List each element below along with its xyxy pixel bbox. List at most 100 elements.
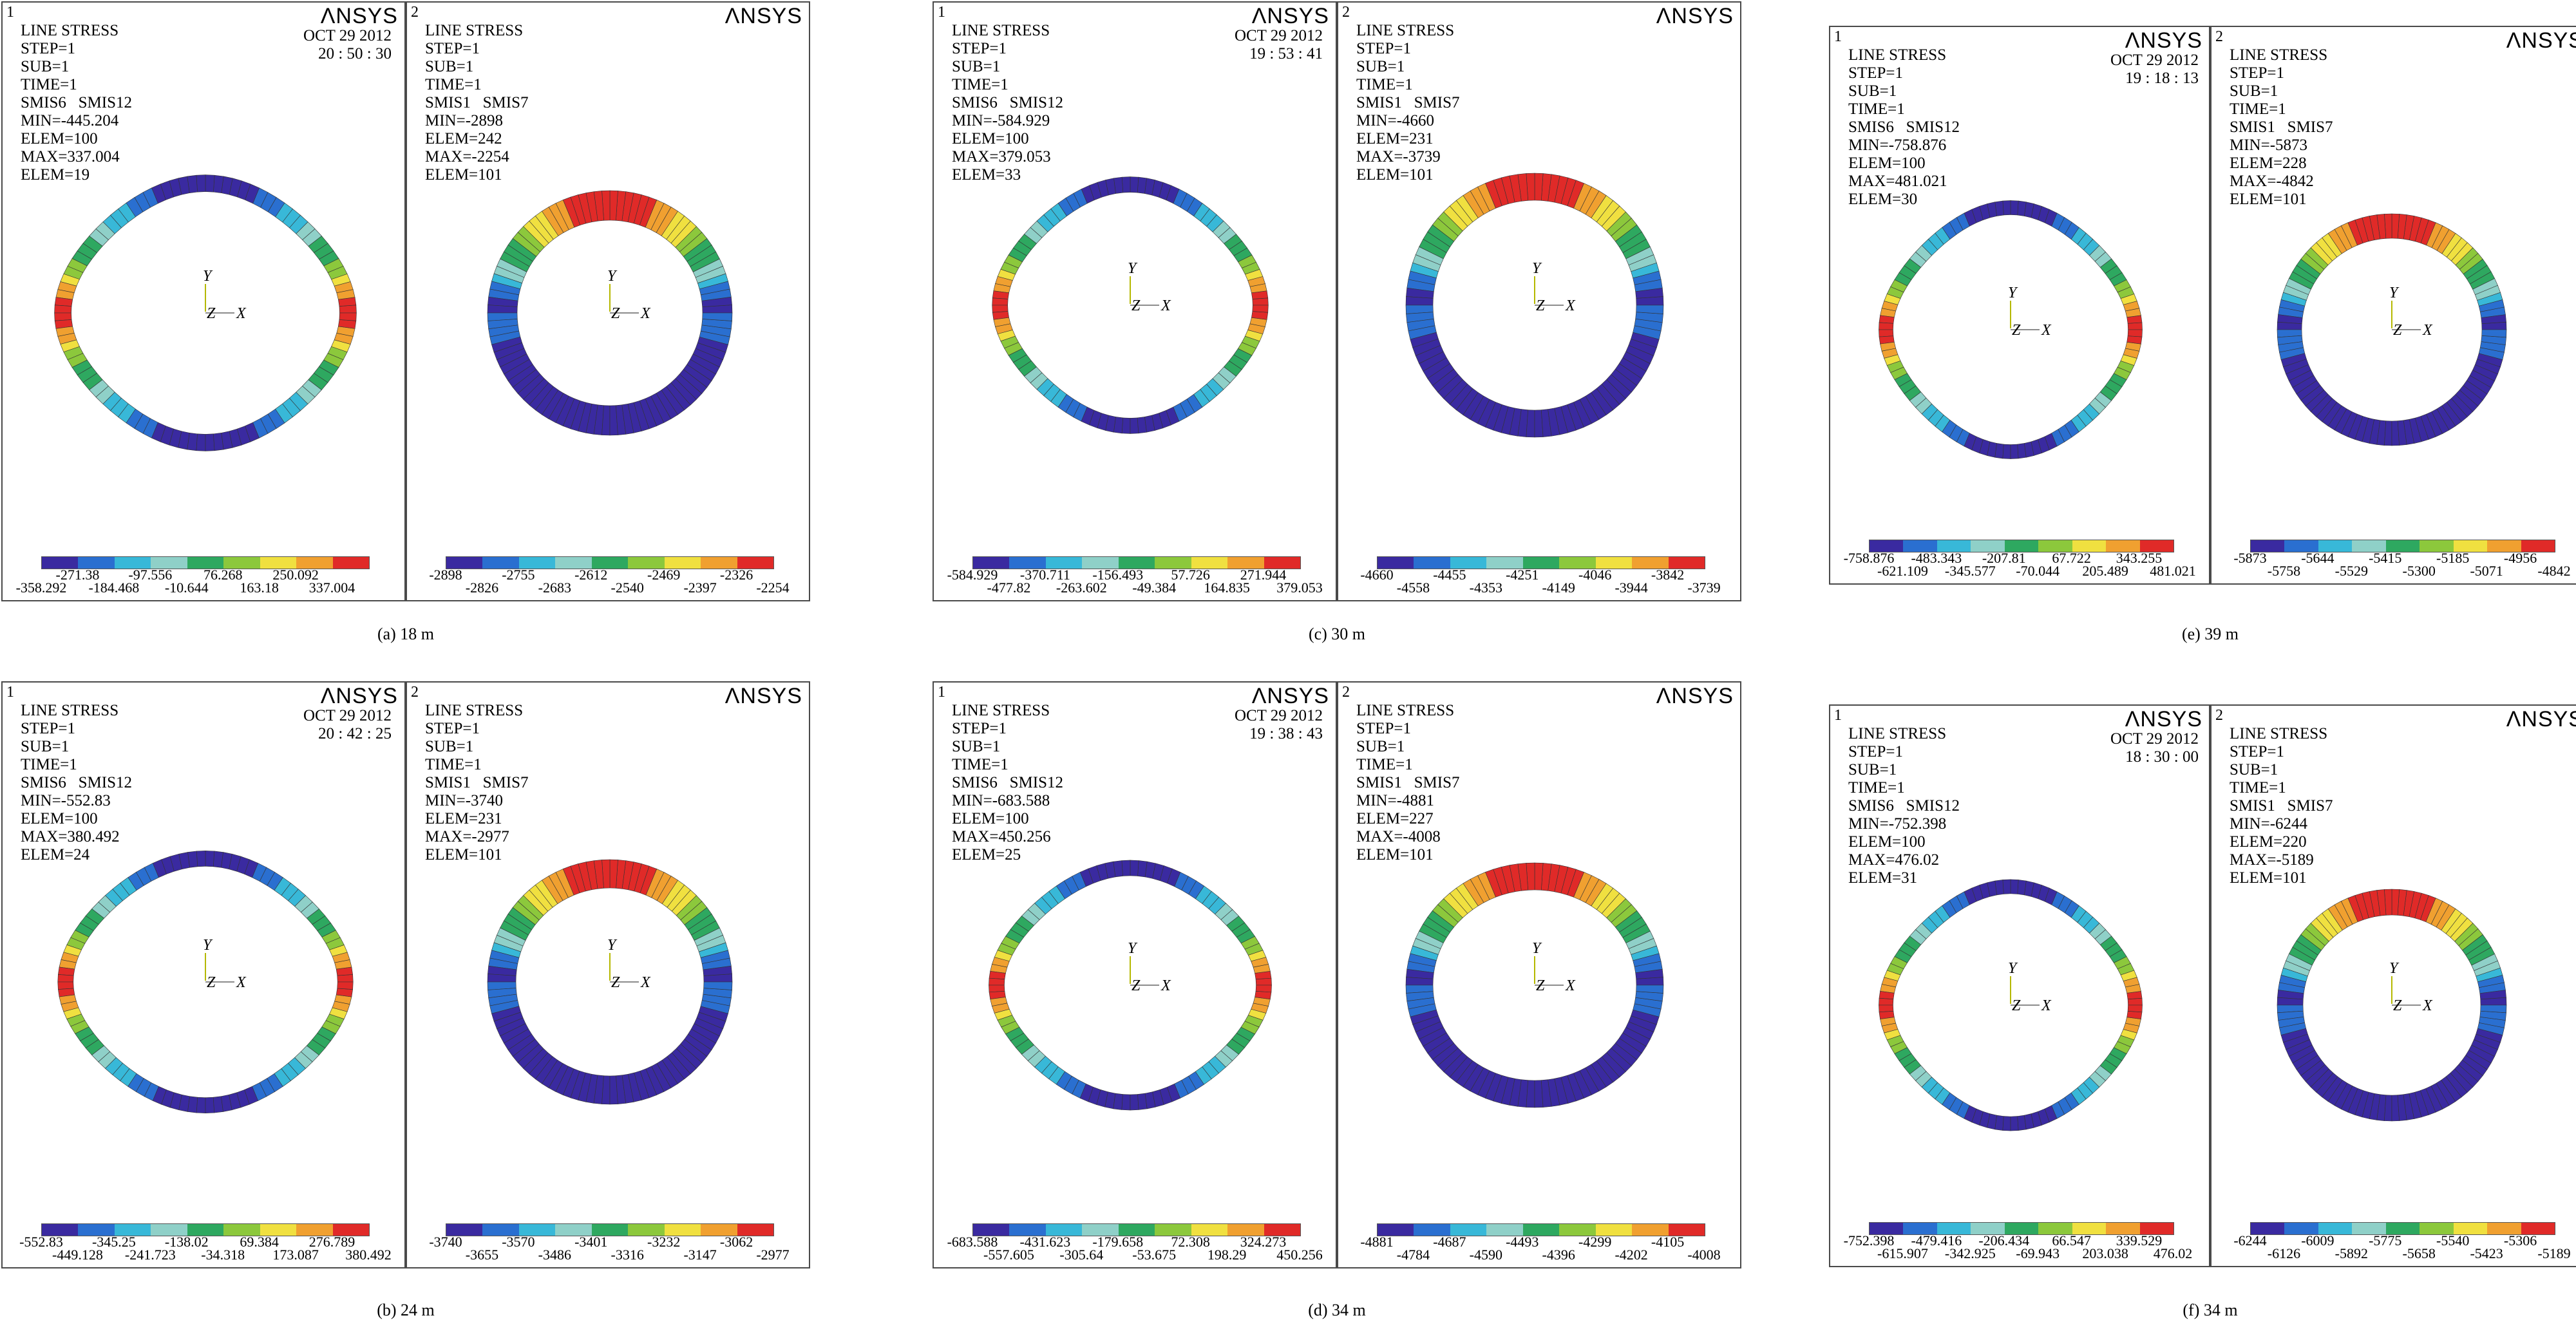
ring-element — [1252, 297, 1269, 306]
ring-element — [205, 1097, 215, 1113]
info-smis: SMIS6 SMIS12 — [1848, 118, 1960, 136]
legend-label-bottom: -263.602 — [1056, 580, 1107, 596]
info-elem-max: ELEM=30 — [1848, 191, 1918, 208]
color-legend-bar — [1377, 556, 1705, 569]
info-min: MIN=-758.876 — [1848, 137, 1947, 154]
legend-label-bottom: 379.053 — [1276, 580, 1323, 596]
panel-number: 1 — [6, 684, 14, 701]
axis-triad: Y Z X — [203, 937, 247, 991]
info-title: LINE STRESS — [2230, 46, 2328, 64]
info-elem-max: ELEM=31 — [1848, 869, 1918, 887]
contour-panel-1: 1 ΛNSYS LINE STRESS STEP=1 SUB=1 TIME=1 SMIS6 … — [1, 681, 406, 1268]
legend-label-bottom: -4842 — [2537, 563, 2571, 579]
info-title: LINE STRESS — [1356, 22, 1455, 39]
legend-label-top: -4687 — [1433, 1234, 1466, 1250]
info-max: MAX=380.492 — [21, 828, 120, 845]
legend-swatch — [1668, 1224, 1705, 1236]
contour-panel-2: 2 ΛNSYS LINE STRESS STEP=1 SUB=1 TIME=1 SMIS1 … — [1337, 681, 1741, 1268]
info-elem-min: ELEM=227 — [1356, 810, 1434, 827]
stress-ring-plot: Y Z X — [487, 190, 733, 436]
legend-label-top: -2326 — [719, 567, 753, 583]
timestamp: OCT 29 2012 20 : 42 : 25 — [303, 707, 392, 743]
contour-panel-1: 1 ΛNSYS LINE STRESS STEP=1 SUB=1 TIME=1 SMIS6 … — [1829, 704, 2210, 1267]
timestamp-date: OCT 29 2012 — [303, 707, 392, 724]
ring-element — [1879, 322, 1894, 330]
legend-swatch — [1870, 1223, 1904, 1234]
result-info: LINE STRESS STEP=1 SUB=1 TIME=1 SMIS1 SMIS7 M… — [425, 22, 528, 184]
legend-label-top: -5540 — [2436, 1232, 2470, 1249]
legend-label-top: -4956 — [2503, 550, 2537, 566]
legend-label-bottom: 450.256 — [1276, 1247, 1323, 1263]
legend-label-bottom: -557.605 — [983, 1247, 1034, 1263]
legend-label-bottom: 198.29 — [1207, 1247, 1247, 1263]
stress-ring-plot: Y Z X — [1405, 173, 1664, 438]
axis-label-y: Y — [1128, 940, 1138, 957]
info-time: TIME=1 — [952, 756, 1009, 773]
info-sub: SUB=1 — [21, 58, 70, 75]
legend-label-bottom: -3486 — [538, 1247, 571, 1263]
legend-swatch — [701, 557, 737, 569]
info-max: MAX=-3739 — [1356, 148, 1441, 165]
legend-swatch — [1378, 1224, 1414, 1236]
legend-label-top: -4105 — [1651, 1234, 1685, 1250]
ring-element — [1636, 305, 1664, 314]
info-max: MAX=450.256 — [952, 828, 1051, 845]
legend-swatch — [114, 1224, 151, 1236]
ring-element — [2002, 444, 2011, 459]
result-info: LINE STRESS STEP=1 SUB=1 TIME=1 SMIS6 SMIS12… — [952, 22, 1063, 184]
ansys-logo: ΛNSYS — [320, 684, 398, 708]
figure-caption: (d) 34 m — [1308, 1301, 1366, 1319]
info-smis: SMIS6 SMIS12 — [952, 774, 1063, 791]
legend-swatch — [518, 557, 556, 569]
info-elem-max: ELEM=101 — [2230, 869, 2307, 887]
axis-label-z: Z — [1132, 297, 1141, 314]
ring-element — [205, 174, 215, 193]
legend-swatch — [1522, 1224, 1560, 1236]
axis-triad: Y Z X — [2008, 960, 2052, 1014]
legend-swatch — [1937, 540, 1971, 552]
legend-label-top: -2612 — [574, 567, 608, 583]
info-step: STEP=1 — [952, 720, 1007, 737]
contour-panel-1: 1 ΛNSYS LINE STRESS STEP=1 SUB=1 TIME=1 SMIS6 … — [933, 1, 1337, 601]
legend-swatch — [1595, 1224, 1633, 1236]
axis-triad: Y Z X — [1532, 940, 1576, 994]
legend-label-top: -5415 — [2369, 550, 2402, 566]
ring-element — [205, 851, 215, 867]
axis-label-x: X — [640, 305, 651, 322]
legend-swatch — [2521, 540, 2555, 552]
legend-label-bottom: -5423 — [2470, 1245, 2503, 1261]
legend-label-top: -4299 — [1578, 1234, 1612, 1250]
legend-swatch — [2420, 1223, 2454, 1234]
legend-label-bottom: -5758 — [2267, 563, 2301, 579]
legend-label-bottom: 173.087 — [272, 1247, 319, 1263]
legend-swatch — [1486, 557, 1523, 569]
ring-element — [2481, 329, 2507, 338]
panel-number: 2 — [2215, 28, 2223, 45]
info-max: MAX=476.02 — [1848, 851, 1940, 869]
info-title: LINE STRESS — [21, 22, 119, 39]
ring-element — [2002, 879, 2011, 894]
info-title: LINE STRESS — [425, 702, 524, 719]
legend-swatch — [78, 557, 115, 569]
legend-label-top: -156.493 — [1092, 567, 1144, 583]
axis-label-y: Y — [2008, 960, 2018, 977]
info-max: MAX=337.004 — [21, 148, 120, 165]
axis-triad: Y Z X — [203, 268, 247, 322]
info-step: STEP=1 — [21, 40, 75, 57]
ring-element — [2127, 329, 2143, 337]
info-elem-min: ELEM=228 — [2230, 155, 2307, 172]
legend-swatch — [260, 557, 297, 569]
info-step: STEP=1 — [1848, 64, 1903, 82]
color-legend-bar — [41, 556, 370, 569]
legend-swatch — [1191, 1224, 1228, 1236]
legend-label-top: -3232 — [647, 1234, 681, 1250]
legend-swatch — [2487, 540, 2521, 552]
timestamp-date: OCT 29 2012 — [2110, 52, 2199, 69]
legend-swatch — [2004, 540, 2039, 552]
axis-label-y: Y — [1532, 940, 1542, 957]
axis-label-x: X — [2422, 322, 2433, 339]
legend-swatch — [591, 1224, 629, 1236]
legend-label-bottom: -449.128 — [52, 1247, 103, 1263]
contour-panel-2: 2 ΛNSYS LINE STRESS STEP=1 SUB=1 TIME=1 SMIS1 … — [406, 681, 810, 1268]
axis-label-z: Z — [2012, 322, 2021, 339]
